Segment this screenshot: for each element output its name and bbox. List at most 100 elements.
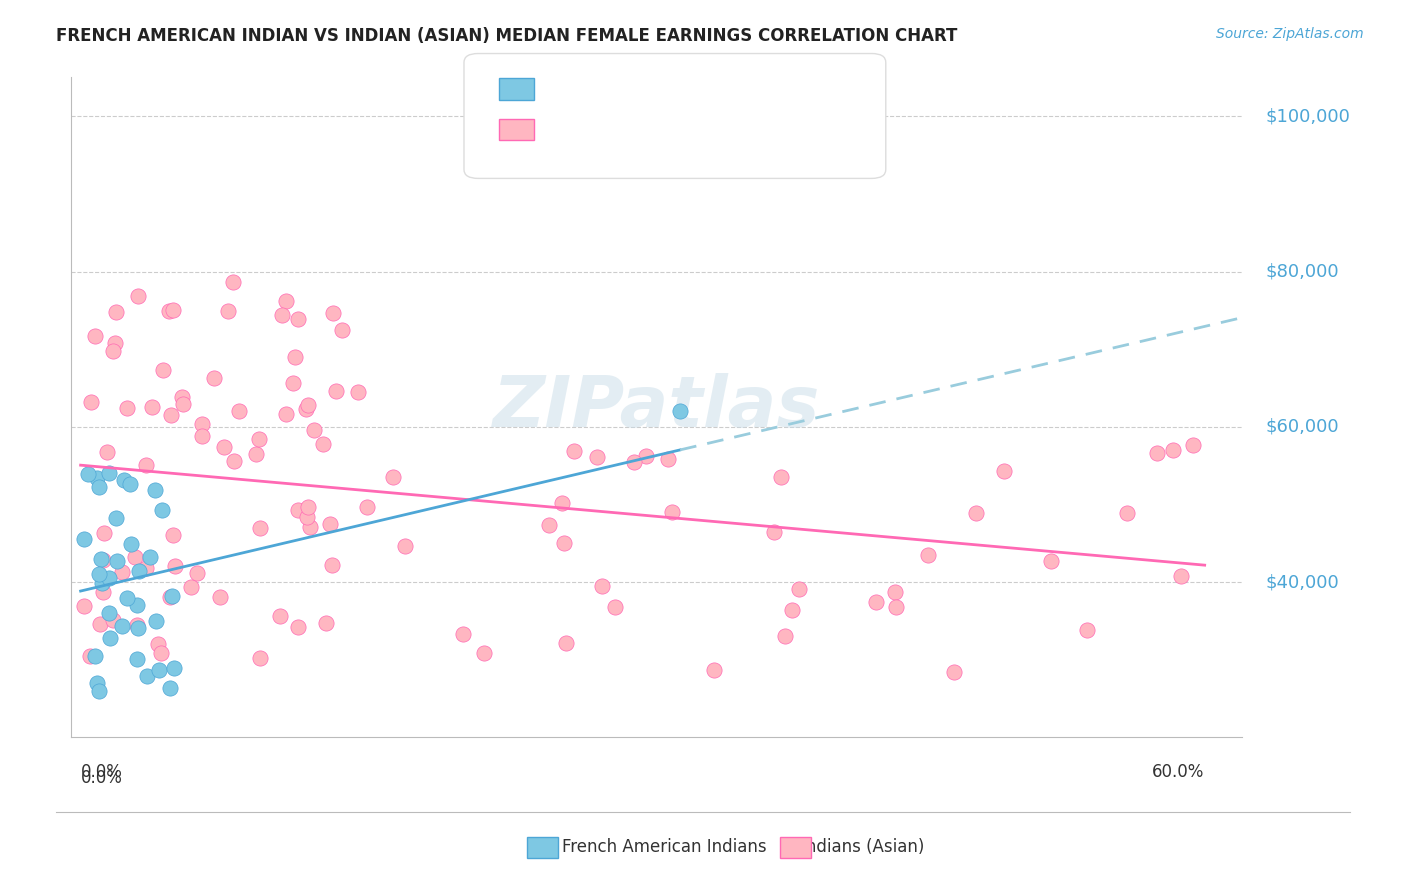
Text: $40,000: $40,000 — [1265, 574, 1340, 591]
Indians (Asian) — [157, 304, 180, 318]
Indians (Asian) — [605, 599, 627, 614]
French American Indians — [125, 599, 148, 613]
Indians (Asian) — [1040, 554, 1063, 568]
Indians (Asian) — [111, 565, 134, 579]
Indians (Asian) — [347, 384, 370, 399]
French American Indians — [112, 473, 135, 487]
Indians (Asian) — [101, 614, 124, 628]
Indians (Asian) — [295, 510, 318, 524]
Indians (Asian) — [1146, 446, 1168, 460]
French American Indians — [150, 503, 173, 517]
Text: 35: 35 — [685, 80, 707, 98]
Indians (Asian) — [127, 289, 149, 303]
Indians (Asian) — [551, 496, 574, 510]
Indians (Asian) — [321, 558, 343, 573]
Indians (Asian) — [91, 585, 114, 599]
Indians (Asian) — [89, 616, 111, 631]
Text: R =: R = — [544, 80, 581, 98]
Indians (Asian) — [297, 397, 319, 411]
French American Indians — [145, 614, 167, 628]
Text: $100,000: $100,000 — [1265, 107, 1350, 125]
French American Indians — [86, 676, 108, 690]
French American Indians — [143, 483, 166, 498]
French American Indians — [89, 567, 111, 582]
Indians (Asian) — [159, 591, 181, 605]
Indians (Asian) — [249, 521, 271, 535]
Indians (Asian) — [1170, 568, 1192, 582]
Indians (Asian) — [284, 350, 307, 364]
French American Indians — [73, 533, 96, 547]
Indians (Asian) — [217, 304, 239, 318]
Indians (Asian) — [79, 649, 101, 664]
Indians (Asian) — [283, 376, 305, 391]
French American Indians — [100, 632, 122, 646]
Text: FRENCH AMERICAN INDIAN VS INDIAN (ASIAN) MEDIAN FEMALE EARNINGS CORRELATION CHAR: FRENCH AMERICAN INDIAN VS INDIAN (ASIAN)… — [56, 27, 957, 45]
Indians (Asian) — [247, 432, 270, 446]
French American Indians — [89, 683, 111, 698]
Indians (Asian) — [775, 629, 797, 643]
Indians (Asian) — [883, 584, 905, 599]
Indians (Asian) — [585, 450, 607, 465]
Indians (Asian) — [319, 517, 342, 532]
Indians (Asian) — [209, 590, 232, 604]
Indians (Asian) — [623, 455, 645, 469]
French American Indians — [159, 681, 181, 695]
Indians (Asian) — [322, 306, 344, 320]
Indians (Asian) — [162, 303, 184, 318]
French American Indians — [118, 476, 141, 491]
Indians (Asian) — [299, 520, 322, 534]
French American Indians — [669, 404, 692, 418]
French American Indians — [138, 550, 160, 565]
Text: French American Indians: French American Indians — [562, 838, 768, 856]
French American Indians — [105, 554, 128, 568]
French American Indians — [127, 652, 149, 666]
Indians (Asian) — [325, 384, 347, 399]
Indians (Asian) — [356, 500, 378, 514]
French American Indians — [111, 619, 134, 633]
Text: -0.145: -0.145 — [586, 120, 645, 138]
Indians (Asian) — [124, 549, 146, 564]
Indians (Asian) — [160, 408, 183, 422]
Indians (Asian) — [73, 599, 96, 614]
Indians (Asian) — [591, 579, 613, 593]
French American Indians — [105, 511, 128, 525]
Indians (Asian) — [163, 558, 186, 573]
Indians (Asian) — [170, 390, 193, 404]
French American Indians — [97, 606, 120, 620]
Indians (Asian) — [93, 526, 115, 541]
Indians (Asian) — [191, 417, 214, 432]
Indians (Asian) — [472, 646, 495, 660]
Text: 0.0%: 0.0% — [80, 763, 122, 781]
Indians (Asian) — [865, 594, 887, 608]
Text: 0.0%: 0.0% — [80, 769, 122, 787]
Text: -0.109: -0.109 — [586, 80, 645, 98]
Indians (Asian) — [302, 424, 325, 438]
Indians (Asian) — [249, 651, 271, 665]
Indians (Asian) — [787, 582, 810, 596]
Indians (Asian) — [152, 363, 174, 377]
French American Indians — [136, 669, 159, 683]
Indians (Asian) — [80, 395, 103, 409]
Indians (Asian) — [274, 293, 297, 308]
Indians (Asian) — [135, 458, 157, 472]
Indians (Asian) — [763, 525, 786, 540]
Indians (Asian) — [149, 646, 172, 660]
Indians (Asian) — [451, 627, 474, 641]
Text: ZIPatlas: ZIPatlas — [494, 373, 820, 442]
French American Indians — [84, 648, 107, 663]
French American Indians — [91, 576, 114, 591]
Indians (Asian) — [636, 450, 658, 464]
French American Indians — [160, 589, 183, 603]
French American Indians — [90, 552, 112, 566]
Indians (Asian) — [661, 505, 683, 519]
Indians (Asian) — [769, 469, 792, 483]
Indians (Asian) — [287, 502, 309, 516]
French American Indians — [120, 537, 142, 551]
French American Indians — [86, 470, 108, 484]
Indians (Asian) — [180, 581, 202, 595]
Indians (Asian) — [1116, 506, 1139, 520]
Text: 60.0%: 60.0% — [1153, 763, 1205, 781]
Indians (Asian) — [884, 599, 907, 614]
French American Indians — [98, 570, 121, 584]
Indians (Asian) — [117, 401, 139, 415]
